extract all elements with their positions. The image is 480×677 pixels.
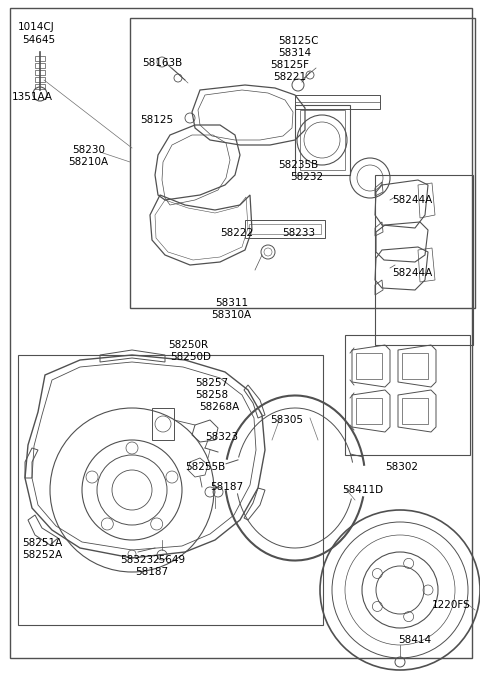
Text: 58250R: 58250R (168, 340, 208, 350)
Bar (35, 70, 45, 75)
Text: 58187: 58187 (210, 482, 243, 492)
Bar (249, 224, 321, 234)
Bar (35, 84, 45, 89)
Text: 25649: 25649 (152, 555, 185, 565)
Bar (35, 56, 45, 61)
Bar (35, 77, 45, 82)
Bar (152, 408, 174, 440)
Bar (356, 353, 382, 379)
Text: 58125C: 58125C (278, 36, 319, 46)
Text: 1014CJ: 1014CJ (18, 22, 55, 32)
Bar (35, 63, 45, 68)
Text: 58411D: 58411D (342, 485, 383, 495)
Text: 58230: 58230 (72, 145, 105, 155)
Text: 58221: 58221 (273, 72, 306, 82)
Text: 58314: 58314 (278, 48, 311, 58)
Text: 58233: 58233 (282, 228, 315, 238)
Text: 58323: 58323 (120, 555, 153, 565)
Text: 58255B: 58255B (185, 462, 225, 472)
Text: 58163B: 58163B (142, 58, 182, 68)
Text: 58252A: 58252A (22, 550, 62, 560)
Bar (402, 353, 428, 379)
Text: 58310A: 58310A (211, 310, 251, 320)
Bar (375, 175, 473, 345)
Text: 58222: 58222 (220, 228, 253, 238)
Bar (245, 220, 325, 238)
Text: 54645: 54645 (22, 35, 55, 45)
Bar (295, 95, 380, 109)
Bar (295, 105, 350, 175)
Bar (130, 18, 475, 308)
Text: 58302: 58302 (385, 462, 418, 472)
Text: 58257: 58257 (195, 378, 228, 388)
Text: 58210A: 58210A (68, 157, 108, 167)
Text: 58125: 58125 (140, 115, 173, 125)
Text: 58268A: 58268A (199, 402, 239, 412)
Bar (345, 335, 470, 455)
Text: 58251A: 58251A (22, 538, 62, 548)
Text: 58244A: 58244A (392, 268, 432, 278)
Text: 58250D: 58250D (170, 352, 211, 362)
Bar (300, 110, 345, 170)
Text: 58311: 58311 (215, 298, 248, 308)
Text: 1351AA: 1351AA (12, 92, 53, 102)
Text: 1220FS: 1220FS (432, 600, 471, 610)
Text: 58414: 58414 (398, 635, 431, 645)
Text: 58187: 58187 (135, 567, 168, 577)
Text: 58235B: 58235B (278, 160, 318, 170)
Bar (18, 355, 323, 625)
Text: 58323: 58323 (205, 432, 238, 442)
Bar (402, 398, 428, 424)
Text: 58232: 58232 (290, 172, 323, 182)
Bar (356, 398, 382, 424)
Text: 58258: 58258 (195, 390, 228, 400)
Text: 58305: 58305 (270, 415, 303, 425)
Text: 58244A: 58244A (392, 195, 432, 205)
Text: 58125F: 58125F (270, 60, 309, 70)
